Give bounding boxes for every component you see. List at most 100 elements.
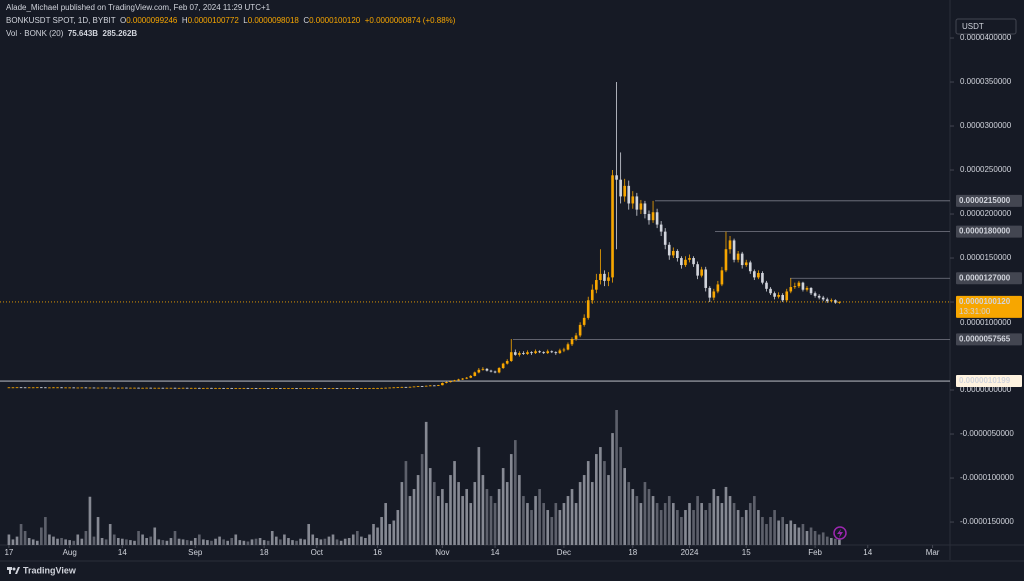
volume-bar	[165, 540, 169, 545]
volume-bar	[380, 517, 383, 545]
volume-bar	[400, 482, 404, 545]
candle-body	[307, 388, 311, 389]
volume-bar	[19, 524, 23, 545]
volume-bar	[777, 520, 780, 545]
candle-body	[469, 375, 473, 378]
candle-body	[785, 291, 789, 301]
volume-bar	[744, 510, 748, 545]
x-tick-label: Dec	[557, 548, 571, 557]
volume-bar	[469, 503, 473, 545]
volume-bar	[189, 540, 193, 545]
volume-bar	[80, 538, 84, 545]
volume-bar	[311, 534, 315, 545]
volume-bar	[31, 539, 35, 545]
event-icon[interactable]	[833, 526, 847, 540]
volume-bar	[655, 503, 659, 545]
volume-bar	[785, 524, 789, 545]
candle-body	[238, 388, 242, 389]
volume-bar	[262, 540, 266, 545]
candle-body	[80, 387, 84, 389]
candle-body	[607, 277, 610, 281]
candle-body	[250, 388, 254, 389]
volume-bar	[112, 534, 116, 545]
candle-body	[44, 387, 47, 389]
volume-bar	[376, 527, 379, 545]
volume-bar	[623, 468, 627, 545]
candle-body	[145, 387, 148, 389]
volume-bar	[181, 539, 185, 545]
symbol: BONKUSDT SPOT, 1D, BYBIT	[6, 16, 116, 25]
candle-body	[270, 388, 274, 389]
volume-bar	[331, 534, 335, 545]
candle-body	[821, 297, 825, 300]
volume-bar	[441, 489, 444, 545]
volume-bar	[663, 503, 667, 545]
volume-bar	[307, 524, 311, 545]
candle-body	[149, 387, 153, 389]
candle-body	[753, 271, 756, 278]
change: +0.0000000874 (+0.88%)	[364, 16, 456, 25]
volume-bar	[68, 540, 71, 545]
volume-bar	[736, 510, 740, 545]
volume-bar	[445, 503, 448, 545]
candle-body	[153, 387, 157, 389]
candle-body	[781, 294, 785, 301]
x-tick-label: 14	[118, 548, 127, 557]
candle-body	[647, 214, 651, 221]
volume-bar	[680, 517, 683, 545]
candle-body	[773, 293, 776, 297]
candle-body	[384, 387, 387, 389]
volume-bar	[299, 538, 302, 545]
candle-body	[680, 258, 683, 266]
level-label-box	[956, 225, 1022, 238]
candle-body	[351, 388, 355, 389]
candle-body	[590, 289, 594, 301]
candle-body	[416, 386, 420, 387]
volume-bar	[724, 486, 728, 545]
candle-body	[137, 387, 140, 389]
candle-body	[372, 388, 375, 389]
volume-bar	[453, 461, 456, 545]
candle-body	[347, 388, 351, 389]
volume-bar	[753, 496, 756, 545]
candle-body	[254, 388, 258, 389]
volume-bar	[56, 538, 59, 545]
volume-bar	[696, 496, 699, 545]
volume-bar	[169, 538, 173, 545]
candle-body	[218, 388, 221, 389]
candle-body	[412, 386, 416, 388]
candle-body	[449, 381, 452, 383]
candle-body	[303, 388, 306, 389]
candle-body	[805, 287, 809, 290]
volume-bar	[274, 536, 278, 545]
candle-body	[530, 352, 533, 354]
candle-body	[323, 388, 327, 389]
volume-bar	[757, 510, 760, 545]
volume-bar	[546, 510, 550, 545]
candle-body	[477, 369, 481, 373]
currency-box[interactable]	[955, 18, 1017, 35]
x-tick-label: 2024	[681, 548, 699, 557]
volume-bar	[720, 503, 724, 545]
volume-bar	[489, 496, 493, 545]
candle-body	[112, 387, 116, 389]
candle-body	[570, 338, 574, 345]
volume-bar	[428, 468, 432, 545]
volume-bar	[765, 524, 768, 545]
volume-bar	[554, 503, 558, 545]
volume-bar	[157, 539, 161, 545]
volume-bar	[505, 482, 509, 545]
footer-brand: TradingView	[23, 565, 77, 575]
volume-bar	[133, 540, 136, 545]
candle-body	[457, 379, 460, 381]
volume-bar	[712, 489, 716, 545]
volume-bar	[481, 475, 485, 545]
candle-body	[513, 352, 517, 355]
volume-bar	[574, 503, 578, 545]
candle-body	[116, 387, 120, 389]
volume-bar	[740, 517, 744, 545]
currency[interactable]: USDT	[962, 22, 984, 31]
volume-bar	[35, 540, 39, 545]
candle-body	[829, 300, 833, 302]
candle-body	[274, 388, 278, 389]
